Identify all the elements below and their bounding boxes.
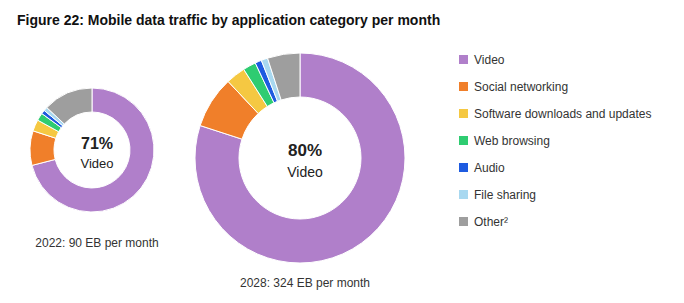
svg-text:File sharing: File sharing (474, 188, 536, 202)
svg-text:Video: Video (287, 164, 323, 180)
svg-text:Audio: Audio (474, 161, 505, 175)
svg-text:2022: 90 EB per month: 2022: 90 EB per month (35, 236, 158, 250)
svg-text:80%: 80% (288, 141, 322, 160)
svg-text:Video: Video (80, 156, 113, 171)
svg-text:71%: 71% (81, 135, 113, 152)
svg-text:Social networking: Social networking (474, 80, 568, 94)
svg-text:2028: 324 EB per month: 2028: 324 EB per month (240, 276, 370, 290)
svg-text:Software downloads and updates: Software downloads and updates (474, 107, 651, 121)
svg-text:Video: Video (474, 53, 505, 67)
svg-text:Other²: Other² (474, 215, 508, 229)
svg-text:Figure 22: Mobile data traffic: Figure 22: Mobile data traffic by applic… (17, 12, 440, 28)
svg-text:Web browsing: Web browsing (474, 134, 550, 148)
